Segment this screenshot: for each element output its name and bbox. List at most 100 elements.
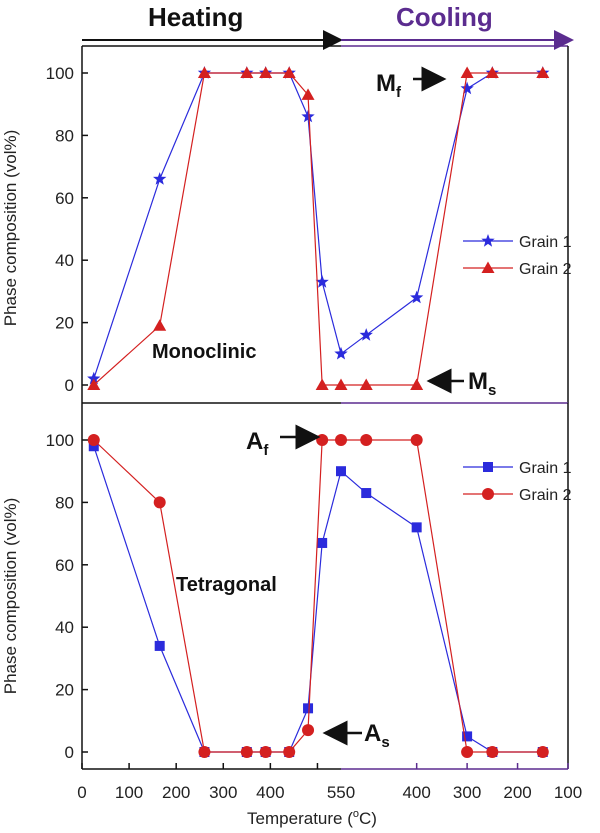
data-point: [240, 746, 253, 758]
data-point: [315, 378, 329, 390]
data-point: [301, 88, 315, 100]
y-tick-label: 40: [55, 251, 74, 270]
series-line-grain-2: [93, 72, 543, 386]
x-tick-label: 0: [77, 783, 86, 802]
bottom-plot-area: 0 20 40 60 80 100: [46, 431, 549, 762]
data-point: [303, 703, 314, 714]
ms-annotation: Ms: [426, 368, 496, 399]
data-point: [87, 434, 100, 446]
top-panel: 0 20 40 60 80 100 Phase composition (vol%) Mo…: [1, 45, 572, 404]
y-tick-label: 60: [55, 556, 74, 575]
x-tick-label: 400: [402, 783, 430, 802]
ms-label: Ms: [468, 368, 496, 399]
data-point: [315, 275, 329, 288]
bottom-legend-grain1-label: Grain 1: [519, 460, 572, 477]
data-point: [153, 319, 167, 331]
as-annotation: As: [322, 720, 390, 751]
x-tick-label: 100: [554, 783, 582, 802]
y-tick-label: 0: [65, 743, 74, 762]
data-point: [334, 378, 348, 390]
top-legend-grain2-marker: [481, 261, 495, 273]
mf-annotation: Mf: [376, 66, 447, 101]
series-line-grain-1: [93, 446, 543, 753]
data-point: [462, 731, 473, 742]
data-point: [360, 434, 373, 446]
y-tick-label: 20: [55, 314, 74, 333]
x-tick-label: 100: [115, 783, 143, 802]
data-point: [87, 378, 101, 390]
top-y-axis-title: Phase composition (vol%): [1, 130, 20, 327]
x-axis-title: Temperature (oC): [247, 808, 377, 828]
data-point: [240, 66, 254, 78]
data-point: [317, 537, 328, 548]
mf-label: Mf: [376, 70, 402, 101]
y-tick-label: 60: [55, 189, 74, 208]
y-tick-label: 80: [55, 126, 74, 145]
data-point: [536, 66, 550, 78]
x-tick-label: 300: [453, 783, 481, 802]
data-point: [198, 746, 211, 758]
x-tick-label: 300: [209, 783, 237, 802]
data-point: [334, 346, 348, 360]
x-tick-label: 200: [162, 783, 190, 802]
data-point: [88, 441, 99, 452]
x-tick-label: 550: [327, 783, 355, 802]
data-point: [302, 724, 315, 737]
bottom-legend: Grain 1 Grain 2: [463, 460, 572, 504]
data-point: [410, 290, 424, 304]
top-legend-grain1-marker: [481, 234, 495, 247]
y-tick-label: 40: [55, 618, 74, 637]
data-point: [87, 371, 101, 385]
data-point: [359, 328, 373, 341]
y-tick-label: 100: [46, 64, 74, 83]
bottom-legend-grain2-marker: [482, 488, 494, 500]
bottom-legend-grain2-label: Grain 2: [519, 487, 572, 504]
data-point: [410, 434, 423, 446]
data-point: [153, 496, 166, 509]
top-legend-grain2-label: Grain 2: [519, 261, 572, 278]
bottom-y-axis-title: Phase composition (vol%): [1, 498, 20, 695]
heating-label: Heating: [148, 2, 243, 32]
af-label: Af: [246, 428, 269, 459]
x-tick-label: 400: [256, 783, 284, 802]
as-label: As: [364, 720, 390, 751]
data-point: [410, 378, 424, 390]
af-annotation: Af: [246, 424, 321, 459]
data-point: [259, 66, 273, 78]
top-plot-area: 0 20 40 60 80 100: [46, 64, 550, 395]
data-point: [485, 66, 499, 78]
data-point: [154, 640, 165, 651]
data-point: [486, 746, 499, 758]
y-tick-label: 100: [46, 431, 74, 450]
cooling-label: Cooling: [396, 2, 493, 32]
data-point: [361, 488, 372, 499]
data-point: [411, 522, 422, 533]
data-point: [461, 746, 474, 758]
bottom-panel: 0 20 40 60 80 100 Phase composition (vol%) Te…: [1, 403, 572, 770]
x-tick-label: 200: [503, 783, 531, 802]
data-point: [197, 66, 211, 78]
y-tick-label: 0: [65, 376, 74, 395]
data-point: [283, 746, 296, 758]
y-tick-label: 20: [55, 681, 74, 700]
series-line-grain-2: [93, 439, 543, 753]
series-line-grain-1: [93, 72, 543, 379]
data-point: [460, 66, 474, 78]
data-point: [335, 434, 347, 446]
top-phase-label: Monoclinic: [152, 341, 256, 363]
y-tick-label: 80: [55, 493, 74, 512]
bottom-phase-label: Tetragonal: [176, 574, 277, 596]
data-point: [536, 746, 549, 758]
top-legend: Grain 1 Grain 2: [463, 234, 572, 278]
data-point: [259, 746, 272, 758]
data-point: [336, 466, 346, 477]
x-axis: 0 100 200 300 400 550 400 300 200 100: [77, 763, 582, 802]
data-point: [301, 109, 315, 123]
top-legend-grain1-label: Grain 1: [519, 234, 572, 251]
data-point: [460, 81, 474, 95]
bottom-legend-grain1-marker: [483, 462, 493, 472]
data-point: [282, 66, 296, 78]
data-point: [359, 378, 373, 390]
data-point: [153, 172, 167, 185]
